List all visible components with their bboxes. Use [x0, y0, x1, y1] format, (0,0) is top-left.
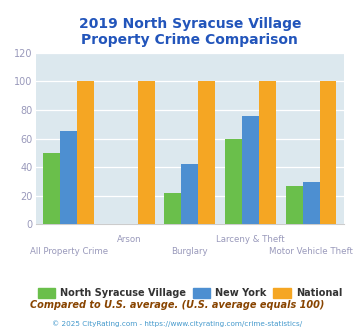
Text: Burglary: Burglary: [171, 247, 208, 256]
Text: Compared to U.S. average. (U.S. average equals 100): Compared to U.S. average. (U.S. average …: [30, 300, 325, 310]
Text: Larceny & Theft: Larceny & Theft: [216, 235, 285, 244]
Bar: [198, 82, 215, 224]
Bar: [242, 116, 259, 224]
Bar: [77, 82, 94, 224]
Bar: [225, 139, 242, 224]
Bar: [302, 182, 320, 224]
Text: Arson: Arson: [117, 235, 142, 244]
Bar: [164, 193, 181, 224]
Bar: [320, 82, 337, 224]
Title: 2019 North Syracuse Village
Property Crime Comparison: 2019 North Syracuse Village Property Cri…: [79, 17, 301, 48]
Text: All Property Crime: All Property Crime: [30, 247, 108, 256]
Bar: [138, 82, 155, 224]
Legend: North Syracuse Village, New York, National: North Syracuse Village, New York, Nation…: [34, 284, 346, 302]
Bar: [286, 186, 302, 224]
Bar: [181, 164, 198, 224]
Text: Motor Vehicle Theft: Motor Vehicle Theft: [269, 247, 353, 256]
Bar: [259, 82, 276, 224]
Bar: [43, 153, 60, 224]
Text: © 2025 CityRating.com - https://www.cityrating.com/crime-statistics/: © 2025 CityRating.com - https://www.city…: [53, 321, 302, 327]
Bar: [60, 131, 77, 224]
